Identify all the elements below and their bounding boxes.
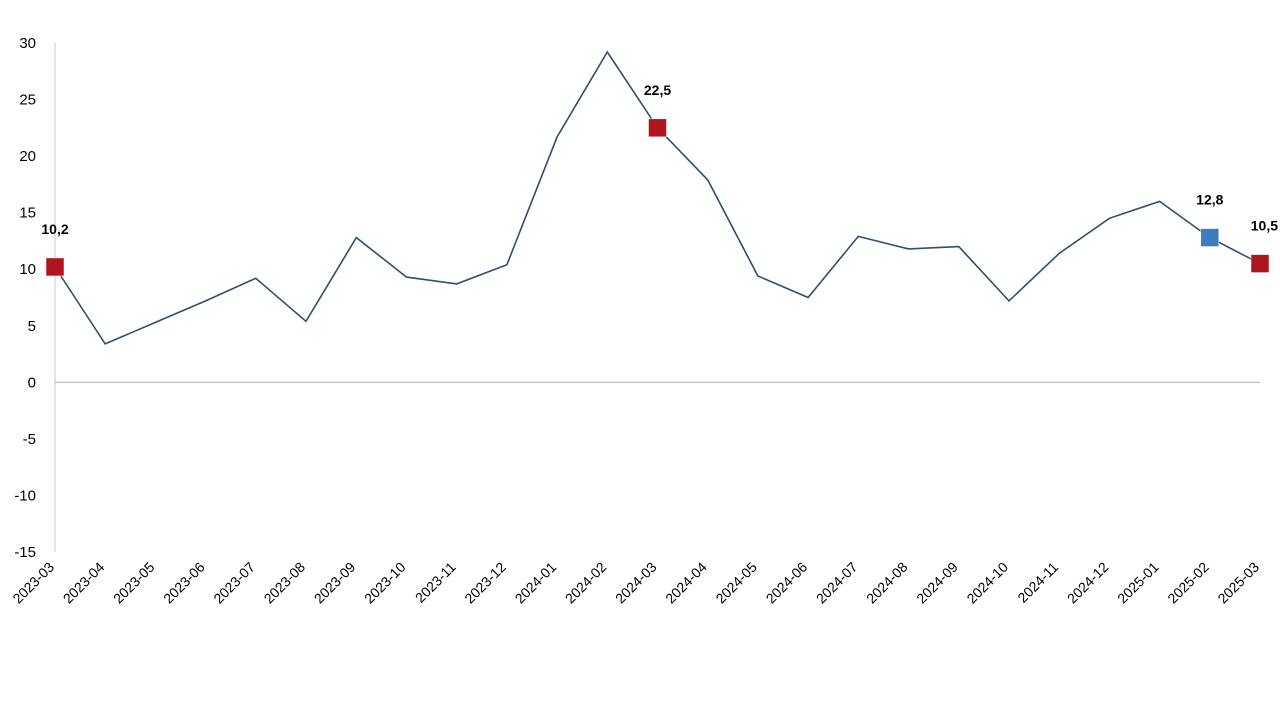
x-tick-label: 2024-05: [712, 559, 760, 607]
y-tick-label: -10: [14, 487, 36, 504]
x-tick-label: 2024-04: [662, 559, 710, 607]
y-tick-label: 10: [19, 261, 36, 278]
x-tick-label: 2024-12: [1064, 559, 1112, 607]
y-tick-label: 5: [28, 318, 36, 335]
y-tick-label: -5: [23, 431, 36, 448]
highlight-marker: [648, 118, 667, 138]
highlight-marker: [1200, 228, 1220, 247]
x-tick-label: 2024-02: [562, 559, 610, 607]
y-tick-label: 15: [19, 205, 36, 222]
highlight-marker: [45, 257, 65, 277]
data-label: 10,5: [1251, 218, 1278, 234]
y-axis: 30 25 20 15 10 5 0 -5 -10 -15: [14, 35, 1260, 561]
x-tick-label: 2023-11: [412, 559, 459, 606]
x-tick-label: 2023-10: [361, 559, 409, 607]
x-tick-label: 2024-07: [813, 559, 861, 607]
highlight-markers: [45, 118, 1270, 277]
data-label: 12,8: [1196, 192, 1223, 208]
data-label: 22,5: [644, 82, 671, 98]
x-tick-label: 2023-07: [210, 559, 258, 607]
highlight-marker: [1250, 254, 1270, 273]
x-tick-label: 2025-03: [1214, 559, 1262, 607]
x-tick-label: 2024-11: [1014, 559, 1061, 606]
x-tick-label: 2024-01: [512, 559, 560, 607]
x-tick-label: 2024-06: [763, 559, 811, 607]
x-tick-label: 2024-10: [963, 559, 1011, 607]
x-tick-label: 2025-01: [1114, 559, 1162, 607]
x-tick-label: 2023-09: [311, 559, 359, 607]
x-tick-label: 2023-03: [9, 559, 57, 607]
y-tick-label: 25: [19, 92, 36, 109]
data-labels: 10,2 22,5 12,8 10,5: [41, 82, 1278, 237]
x-tick-label: 2025-02: [1164, 559, 1212, 607]
x-tick-label: 2024-03: [612, 559, 660, 607]
x-tick-label: 2023-08: [261, 559, 309, 607]
x-tick-label: 2023-05: [110, 559, 158, 607]
data-label: 10,2: [41, 221, 68, 237]
y-tick-label: 0: [28, 374, 36, 391]
y-tick-label: -15: [14, 544, 36, 561]
x-tick-label: 2023-04: [60, 559, 108, 607]
x-axis: 2023-03 2023-04 2023-05 2023-06 2023-07 2023-…: [9, 559, 1262, 607]
x-tick-label: 2024-08: [863, 559, 911, 607]
y-tick-label: 30: [19, 35, 36, 52]
x-tick-label: 2023-06: [160, 559, 208, 607]
x-tick-label: 2023-12: [461, 559, 509, 607]
x-tick-label: 2024-09: [913, 559, 961, 607]
y-tick-label: 20: [19, 148, 36, 165]
